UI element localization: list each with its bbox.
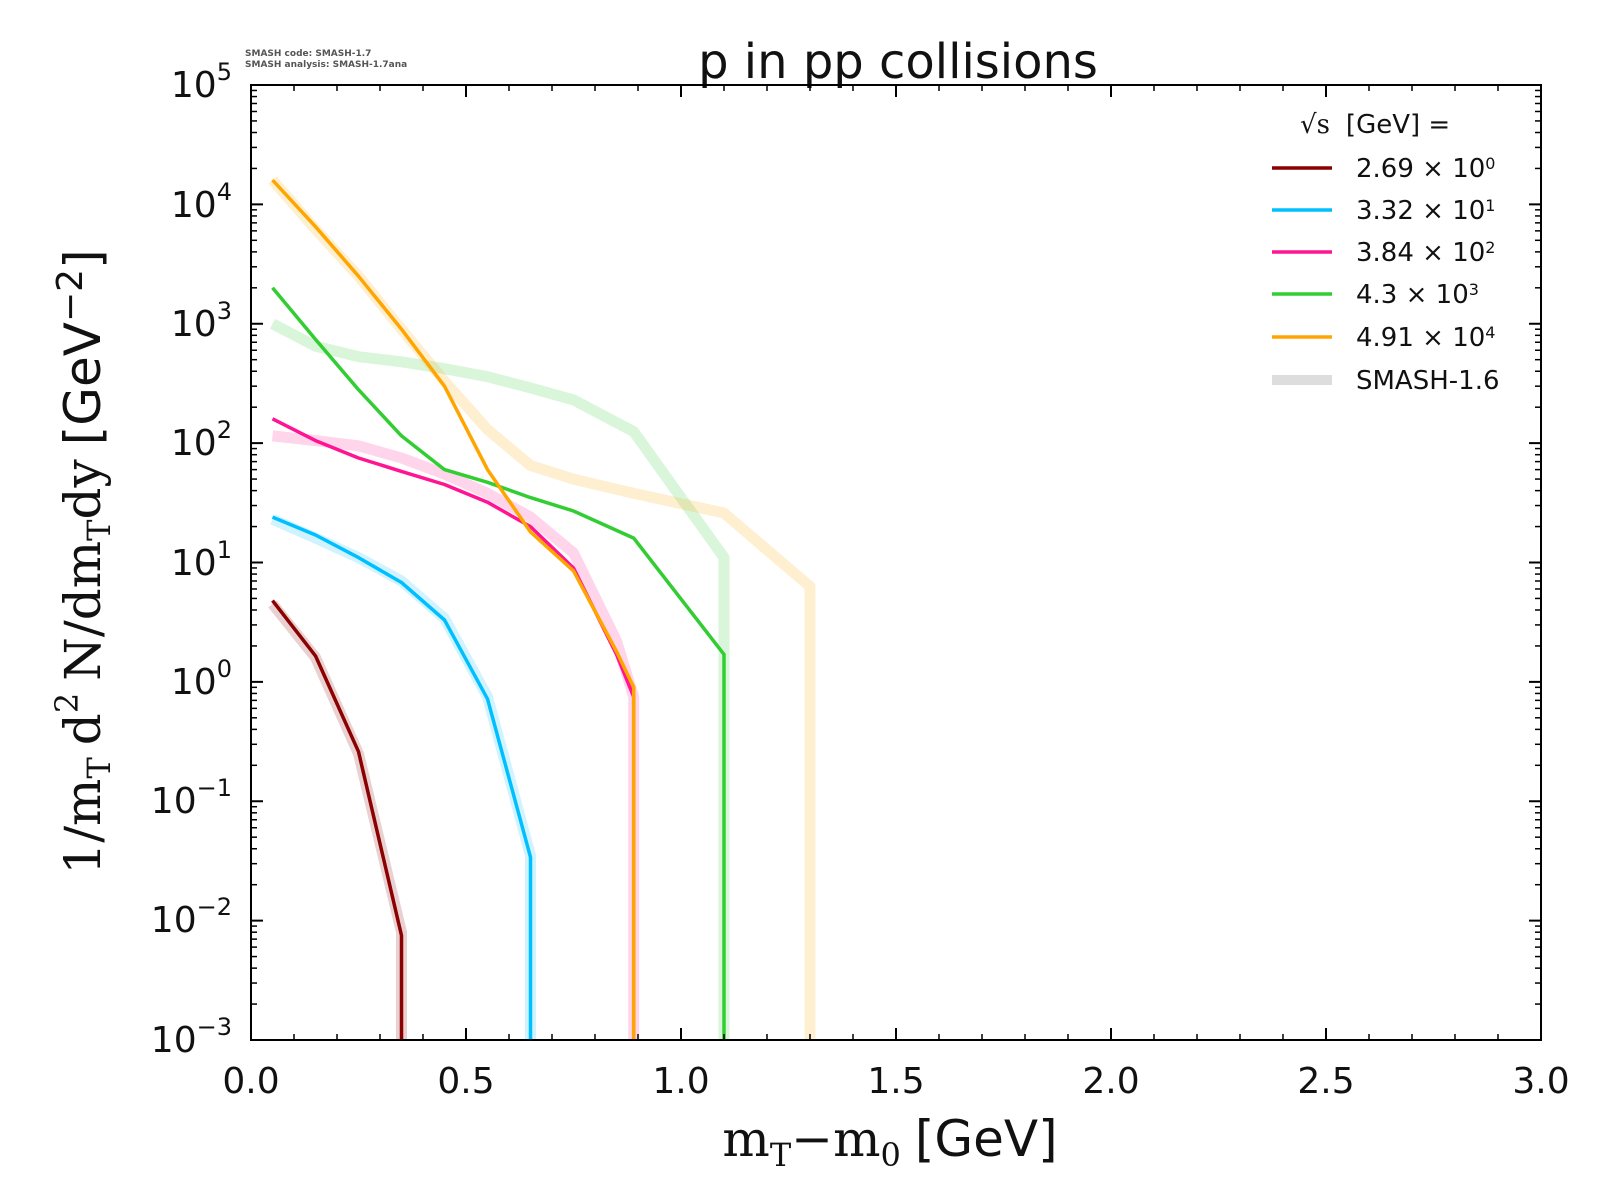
y-tick-labels: 105 104 103 102 101 100 10−1 10−2 10−3 <box>151 58 232 1061</box>
legend: √s [GeV] = 2.69 × 100 3.32 × 101 3.84 × 1… <box>1272 110 1500 396</box>
x-tick-label: 0.5 <box>437 1061 494 1102</box>
series-curves <box>271 178 726 1040</box>
x-tick-label: 1.0 <box>652 1061 709 1102</box>
y-tick-label: 101 <box>171 536 232 584</box>
y-axis-label: 1/mTd2N/dmTdy[GeV−2] <box>48 249 118 874</box>
x-tick-label: 3.0 <box>1512 1061 1569 1102</box>
y-tick-label: 105 <box>171 58 232 106</box>
legend-label-series-2: 3.84 × 102 <box>1356 238 1495 268</box>
y-tick-label: 10−3 <box>151 1013 232 1061</box>
y-tick-label: 10−2 <box>151 893 232 941</box>
chart-title: p in pp collisions <box>698 34 1098 90</box>
x-tick-label: 2.5 <box>1297 1061 1354 1102</box>
x-tick-label: 2.0 <box>1082 1061 1139 1102</box>
y-tick-label: 102 <box>171 416 232 464</box>
legend-label-reference: SMASH-1.6 <box>1356 366 1500 396</box>
reference-curves <box>268 176 816 1040</box>
x-tick-label: 0.0 <box>222 1061 279 1102</box>
x-tick-label: 1.5 <box>867 1061 924 1102</box>
reference-line-0 <box>268 600 407 1040</box>
legend-label-series-0: 2.69 × 100 <box>1356 154 1495 184</box>
version-analysis: SMASH analysis: SMASH-1.7ana <box>245 60 407 70</box>
series-line-4 <box>271 178 636 1040</box>
x-tick-labels: 0.0 0.5 1.0 1.5 2.0 2.5 3.0 <box>222 1061 1569 1102</box>
legend-label-series-4: 4.91 × 104 <box>1356 323 1495 353</box>
legend-title: √s [GeV] = <box>1300 110 1450 140</box>
reference-line-3 <box>269 318 730 1040</box>
legend-label-series-1: 3.32 × 101 <box>1356 196 1495 226</box>
y-tick-label: 100 <box>171 655 232 703</box>
version-code: SMASH code: SMASH-1.7 <box>245 49 371 59</box>
plot-frame <box>250 84 1542 1041</box>
series-line-2 <box>271 417 636 1040</box>
series-line-3 <box>271 286 726 1040</box>
y-tick-label: 10−1 <box>151 774 232 822</box>
y-tick-label: 104 <box>171 178 232 226</box>
axis-ticks <box>250 84 1542 1041</box>
y-tick-label: 103 <box>171 297 232 345</box>
legend-label-series-3: 4.3 × 103 <box>1356 280 1479 310</box>
series-line-1 <box>271 515 533 1040</box>
x-axis-label: mT−m0 [GeV] <box>722 1110 1057 1174</box>
series-line-0 <box>271 599 404 1040</box>
